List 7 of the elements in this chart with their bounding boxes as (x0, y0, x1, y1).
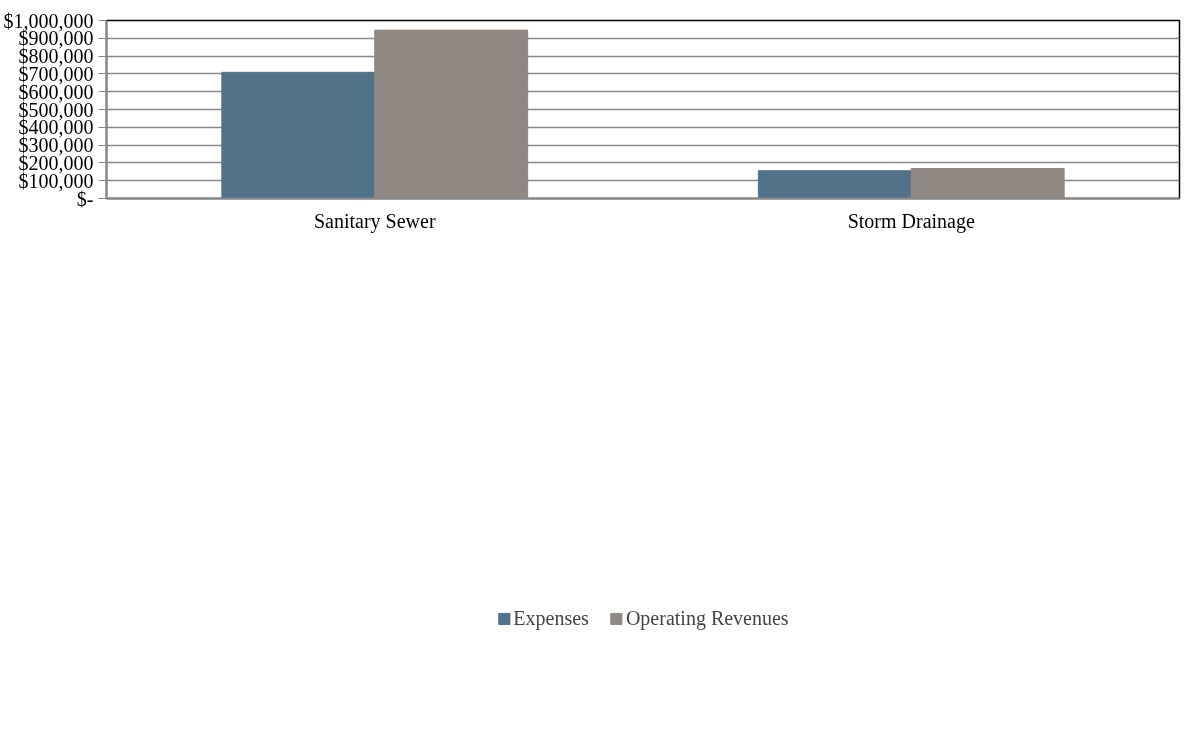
y-tick-label: $- (76, 187, 94, 210)
legend-label: Operating Revenues (625, 606, 789, 630)
x-tick-label: Storm Drainage (847, 209, 975, 233)
bar (757, 170, 912, 199)
x-tick-label: Sanitary Sewer (313, 209, 436, 233)
bar (221, 71, 376, 199)
legend-label: Expenses (513, 606, 589, 630)
